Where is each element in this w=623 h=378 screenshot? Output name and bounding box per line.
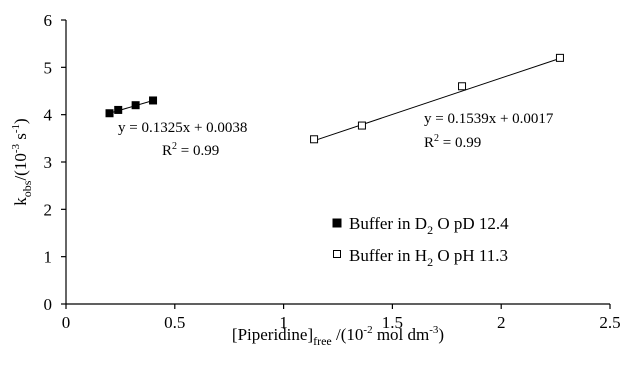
- y-axis-title: kobs/(10-3 s-1): [10, 118, 34, 205]
- x-tick-label: 0.5: [164, 313, 185, 332]
- series-1-r2: R2 = 0.99: [162, 141, 219, 159]
- series-2-r2: R2 = 0.99: [424, 133, 481, 151]
- axis-ticks: 0 0.5 1 1.5 2 2.5 0 1 2 3 4 5 6: [44, 11, 621, 332]
- x-axis-title: [Piperidine]free /(10-2 mol dm-3): [232, 324, 444, 348]
- x-tick-label: 0: [62, 313, 71, 332]
- data-point-series-1: [131, 101, 140, 110]
- legend-marker-open-square: [333, 250, 341, 258]
- data-point-series-2: [310, 135, 319, 144]
- x-tick-label: 1: [279, 313, 288, 332]
- series-1-equation: y = 0.1325x + 0.0038: [118, 120, 247, 136]
- data-point-series-2: [555, 53, 564, 62]
- y-tick-label: 3: [44, 153, 53, 172]
- series-2-equation: y = 0.1539x + 0.0017: [424, 111, 554, 127]
- legend-label-d2o: Buffer in D2 O pD 12.4: [349, 214, 509, 237]
- y-tick-label: 1: [44, 248, 53, 267]
- data-point-series-2: [458, 82, 467, 91]
- y-tick-label: 4: [44, 106, 53, 125]
- y-tick-label: 2: [44, 200, 53, 219]
- x-tick-label: 2.5: [599, 313, 620, 332]
- data-point-series-1: [114, 105, 123, 114]
- fit-line-series-2: [313, 57, 561, 142]
- data-point-series-2: [357, 121, 366, 130]
- x-tick-label: 2: [497, 313, 506, 332]
- legend: Buffer in D2 O pD 12.4 Buffer in H2 O pH…: [332, 214, 509, 269]
- y-tick-label: 6: [44, 11, 53, 30]
- x-tick-label: 1.5: [382, 313, 403, 332]
- legend-marker-filled-square: [332, 218, 342, 228]
- data-point-series-1: [105, 109, 114, 118]
- data-point-series-1: [149, 96, 158, 105]
- legend-label-h2o: Buffer in H2 O pH 11.3: [349, 246, 508, 269]
- data-points: [105, 53, 564, 144]
- y-tick-label: 0: [44, 295, 53, 314]
- y-tick-label: 5: [44, 58, 53, 77]
- plot-area: 0 0.5 1 1.5 2 2.5 0 1 2 3 4 5 6: [44, 11, 621, 332]
